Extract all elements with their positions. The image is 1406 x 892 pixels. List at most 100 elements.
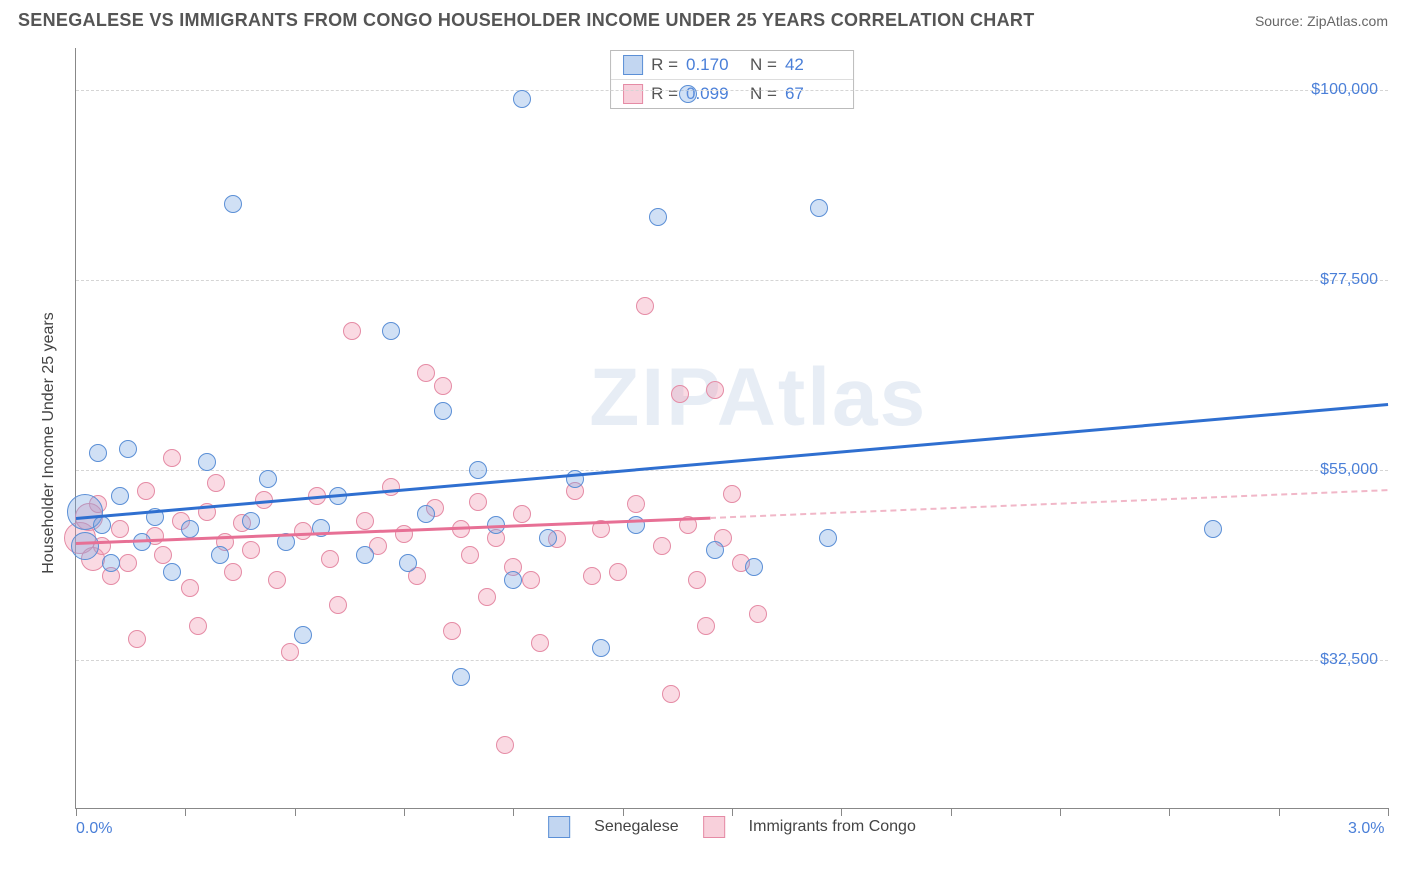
point-b <box>163 449 181 467</box>
point-b <box>496 736 514 754</box>
point-b <box>417 364 435 382</box>
point-a <box>649 208 667 226</box>
point-b <box>662 685 680 703</box>
point-a <box>71 532 99 560</box>
point-a <box>294 626 312 644</box>
point-b <box>382 478 400 496</box>
point-a <box>706 541 724 559</box>
y-tick-label: $55,000 <box>1320 461 1378 479</box>
corr-r-label: R = <box>651 84 678 104</box>
x-tick <box>623 808 624 816</box>
x-tick <box>76 808 77 816</box>
y-axis-label: Householder Income Under 25 years <box>40 312 58 573</box>
point-a <box>399 554 417 572</box>
point-b <box>723 485 741 503</box>
corr-row-b: R = 0.099 N = 67 <box>611 80 853 108</box>
legend-label-a: Senegalese <box>594 818 679 836</box>
point-a <box>539 529 557 547</box>
point-b <box>627 495 645 513</box>
x-tick <box>951 808 952 816</box>
point-b <box>207 474 225 492</box>
watermark: ZIPAtlas <box>589 351 927 445</box>
point-b <box>671 385 689 403</box>
corr-row-a: R = 0.170 N = 42 <box>611 51 853 80</box>
point-b <box>356 512 374 530</box>
point-a <box>111 487 129 505</box>
correlation-box: R = 0.170 N = 42 R = 0.099 N = 67 <box>610 50 854 109</box>
point-b <box>395 525 413 543</box>
point-b <box>749 605 767 623</box>
x-tick <box>1279 808 1280 816</box>
point-b <box>242 541 260 559</box>
x-tick <box>185 808 186 816</box>
point-b <box>181 579 199 597</box>
point-b <box>478 588 496 606</box>
swatch-a-icon <box>623 55 643 75</box>
point-b <box>522 571 540 589</box>
point-b <box>688 571 706 589</box>
trendline-b-dash <box>710 489 1388 519</box>
corr-n-a: 42 <box>785 55 841 75</box>
point-a <box>119 440 137 458</box>
point-a <box>1204 520 1222 538</box>
legend-swatch-b-icon <box>703 816 725 838</box>
point-a <box>211 546 229 564</box>
legend: Senegalese Immigrants from Congo <box>548 816 916 838</box>
y-tick-label: $32,500 <box>1320 651 1378 669</box>
chart-title: SENEGALESE VS IMMIGRANTS FROM CONGO HOUS… <box>18 10 1035 31</box>
point-b <box>636 297 654 315</box>
point-b <box>469 493 487 511</box>
point-a <box>819 529 837 547</box>
point-b <box>329 596 347 614</box>
point-a <box>181 520 199 538</box>
corr-r-label: R = <box>651 55 678 75</box>
legend-swatch-a-icon <box>548 816 570 838</box>
point-b <box>154 546 172 564</box>
chart-area: Householder Income Under 25 years ZIPAtl… <box>55 48 1388 837</box>
legend-label-b: Immigrants from Congo <box>749 818 916 836</box>
point-b <box>697 617 715 635</box>
point-a <box>745 558 763 576</box>
point-a <box>417 505 435 523</box>
x-tick <box>1060 808 1061 816</box>
x-tick <box>732 808 733 816</box>
point-a <box>102 554 120 572</box>
point-a <box>434 402 452 420</box>
point-a <box>469 461 487 479</box>
x-tick <box>404 808 405 816</box>
point-b <box>443 622 461 640</box>
point-b <box>609 563 627 581</box>
point-b <box>189 617 207 635</box>
point-a <box>259 470 277 488</box>
point-a <box>242 512 260 530</box>
point-a <box>163 563 181 581</box>
point-b <box>128 630 146 648</box>
point-b <box>653 537 671 555</box>
point-a <box>93 516 111 534</box>
x-tick <box>1388 808 1389 816</box>
point-b <box>321 550 339 568</box>
swatch-b-icon <box>623 84 643 104</box>
point-a <box>198 453 216 471</box>
x-tick <box>295 808 296 816</box>
point-b <box>294 522 312 540</box>
point-b <box>224 563 242 581</box>
point-a <box>592 639 610 657</box>
gridline <box>76 280 1388 281</box>
point-b <box>343 322 361 340</box>
point-b <box>111 520 129 538</box>
corr-n-label: N = <box>750 84 777 104</box>
point-b <box>281 643 299 661</box>
plot-region: ZIPAtlas R = 0.170 N = 42 R = 0.099 N = … <box>75 48 1388 809</box>
point-b <box>706 381 724 399</box>
y-tick-label: $77,500 <box>1320 271 1378 289</box>
point-b <box>461 546 479 564</box>
point-a <box>89 444 107 462</box>
point-a <box>679 85 697 103</box>
x-tick-label: 3.0% <box>1348 820 1384 838</box>
source-label: Source: ZipAtlas.com <box>1255 13 1388 29</box>
point-a <box>224 195 242 213</box>
point-b <box>119 554 137 572</box>
point-b <box>268 571 286 589</box>
gridline <box>76 90 1388 91</box>
